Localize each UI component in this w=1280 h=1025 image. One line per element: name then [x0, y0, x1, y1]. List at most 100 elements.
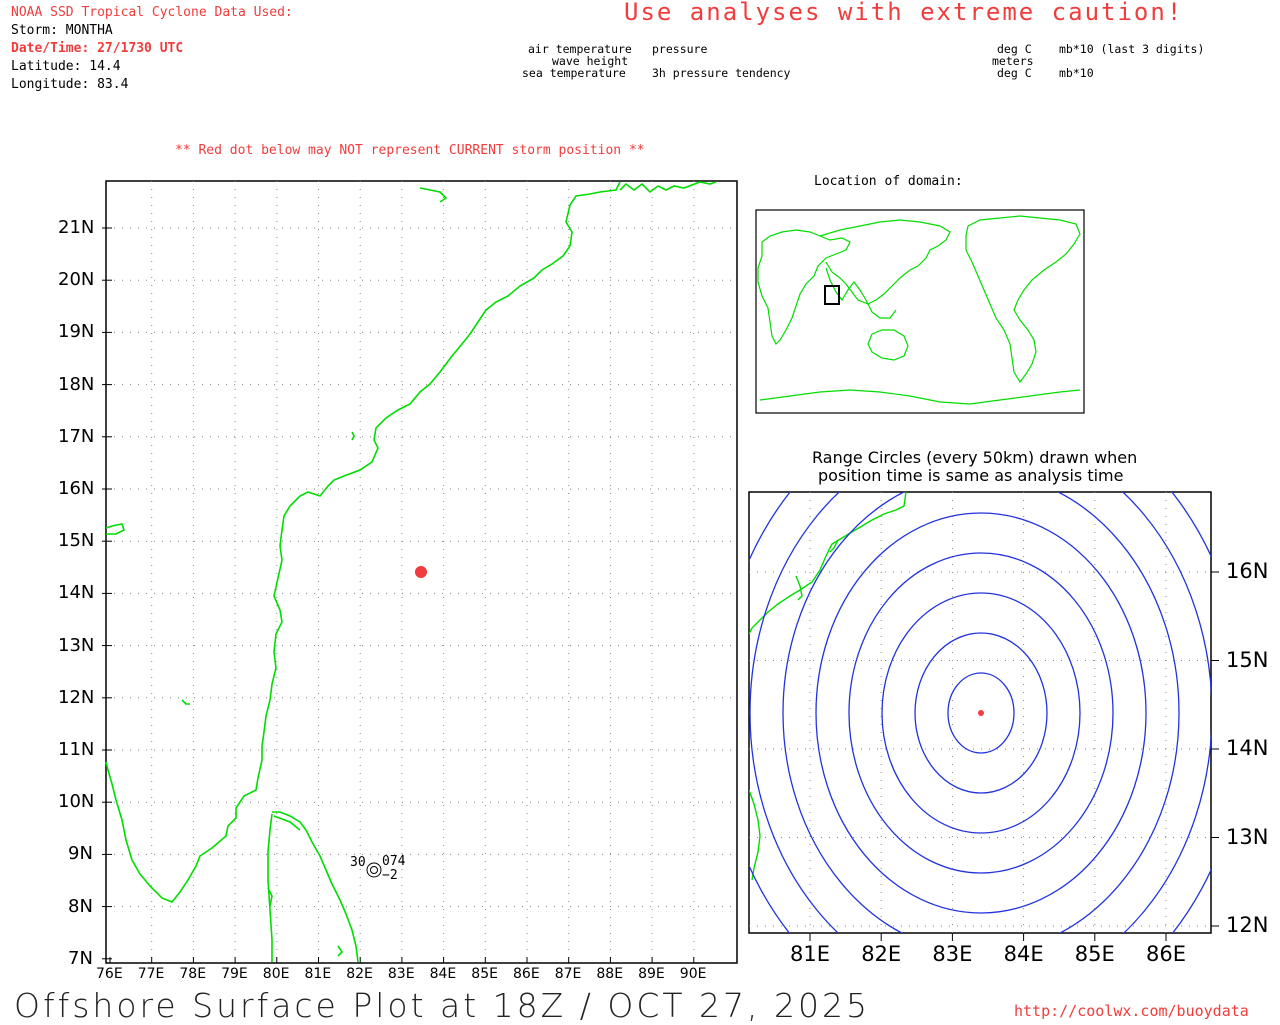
gulf-of-mannar-island: [273, 815, 301, 831]
main-map-ticks: [102, 227, 695, 963]
caution-banner: Use analyses with extreme caution!: [624, 0, 1184, 26]
range-storm-dot: [978, 710, 984, 716]
main-lon-label: 90E: [679, 966, 707, 982]
storm-name: Storm: MONTHA: [11, 23, 113, 38]
range-lon-label: 82E: [861, 942, 902, 966]
range-map-coast: [749, 492, 907, 881]
legend-unit-degc-sea: deg C: [997, 66, 1032, 80]
range-circle: [782, 492, 1180, 933]
main-lon-label: 79E: [221, 966, 248, 982]
footer-title: Offshore Surface Plot at 18Z / OCT 27, 2…: [14, 986, 870, 1025]
storm-position-dot: [415, 566, 427, 578]
legend-unit-mb: mb*10: [1059, 66, 1094, 80]
ganges-delta: [619, 181, 717, 194]
footer-url[interactable]: http://coolwx.com/buoydata: [1014, 1002, 1249, 1020]
range-lat-label: 13N: [1226, 824, 1269, 849]
legend-air-temp: air temperature: [528, 42, 632, 56]
location-title: Location of domain:: [814, 174, 963, 189]
main-lon-label: 86E: [513, 966, 540, 982]
range-circle: [749, 492, 1211, 933]
main-lat-label: 18N: [58, 373, 95, 395]
main-lon-label: 85E: [471, 966, 498, 982]
main-lon-label: 84E: [429, 966, 457, 982]
main-lat-label: 14N: [58, 582, 95, 604]
islet-2: [181, 699, 190, 705]
main-lat-label: 12N: [58, 686, 95, 708]
range-lon-label: 86E: [1146, 942, 1186, 966]
range-circle: [947, 672, 1015, 754]
islet-5: [337, 945, 344, 957]
coastline: [105, 181, 717, 963]
main-lon-label: 80E: [262, 966, 290, 982]
islet-4: [267, 887, 273, 907]
sri-lanka-coast: [272, 811, 359, 963]
range-lon-label: 84E: [1003, 942, 1044, 966]
station-outer-ring: [366, 862, 382, 878]
main-lon-label: 76E: [96, 966, 123, 982]
main-lat-label: 19N: [58, 321, 95, 343]
main-lat-label: 20N: [58, 269, 95, 291]
range-map: [748, 491, 1219, 941]
main-lat-label: 15N: [58, 530, 95, 552]
storm-datetime: Date/Time: 27/1730 UTC: [11, 41, 184, 56]
range-lon-label: 85E: [1074, 942, 1115, 966]
main-lon-label: 81E: [304, 966, 332, 982]
main-lat-label: 11N: [58, 739, 95, 760]
main-map: 30 074 −2: [102, 180, 738, 964]
main-lat-label: 17N: [58, 425, 95, 447]
main-lon-label: 89E: [638, 966, 665, 982]
station-inner-ring: [370, 866, 378, 874]
main-lon-label: 82E: [346, 966, 373, 982]
legend-unit-meters: meters: [992, 54, 1034, 68]
islet-3: [105, 523, 125, 535]
world-coastlines: [757, 215, 1081, 405]
legend-pressure: pressure: [652, 42, 708, 56]
main-lat-label: 7N: [68, 947, 93, 969]
andaman-fragment: [419, 187, 448, 203]
station-plot: 30 074 −2: [350, 854, 406, 883]
main-lon-label: 88E: [596, 966, 624, 982]
range-title-line-1: Range Circles (every 50km) drawn when: [812, 448, 1138, 467]
main-lat-label: 13N: [58, 634, 95, 656]
world-inset-frame: [755, 209, 1085, 414]
range-circle: [815, 512, 1147, 914]
station-pressure: 074: [382, 854, 406, 869]
main-lon-label: 87E: [554, 966, 582, 982]
range-lat-label: 14N: [1226, 736, 1269, 760]
range-lat-label: 12N: [1226, 913, 1269, 937]
range-lat-label: 16N: [1226, 559, 1269, 583]
main-lat-label: 8N: [68, 895, 93, 917]
main-lat-label: 10N: [58, 791, 95, 813]
islet-1: [351, 431, 355, 441]
main-lat-label: 16N: [58, 478, 95, 499]
range-map-grid: [749, 492, 1211, 933]
main-lon-label: 78E: [179, 966, 207, 982]
legend-tendency: 3h pressure tendency: [652, 66, 791, 80]
range-lat-label: 15N: [1226, 647, 1269, 672]
station-air-temp: 30: [350, 855, 366, 870]
range-map-ticks: [809, 571, 1219, 941]
storm-longitude: Longitude: 83.4: [11, 77, 129, 92]
main-lon-label: 83E: [387, 966, 415, 982]
main-lat-label: 9N: [68, 843, 93, 865]
sri-lanka-west: [267, 813, 273, 962]
source-line: NOAA SSD Tropical Cyclone Data Used:: [11, 5, 293, 20]
legend-wave-height: wave height: [552, 54, 629, 68]
range-lon-label: 81E: [790, 942, 830, 966]
range-circle: [914, 632, 1048, 794]
range-title-line-2: position time is same as analysis time: [818, 466, 1124, 485]
storm-latitude: Latitude: 14.4: [11, 59, 121, 74]
main-lat-label: 21N: [58, 217, 95, 238]
range-circle: [881, 592, 1081, 834]
legend-sea-temp: sea temperature: [522, 66, 626, 80]
red-dot-warning: ** Red dot below may NOT represent CURRE…: [175, 143, 645, 158]
world-inset: [755, 209, 1085, 414]
india-east-coast: [105, 181, 621, 903]
range-circles: [749, 492, 1211, 933]
main-lon-label: 77E: [137, 966, 165, 982]
legend-unit-mb-last3: mb*10 (last 3 digits): [1059, 42, 1205, 56]
station-tendency: −2: [382, 868, 398, 883]
legend-unit-degc-air: deg C: [997, 42, 1032, 56]
range-circle: [848, 552, 1114, 874]
